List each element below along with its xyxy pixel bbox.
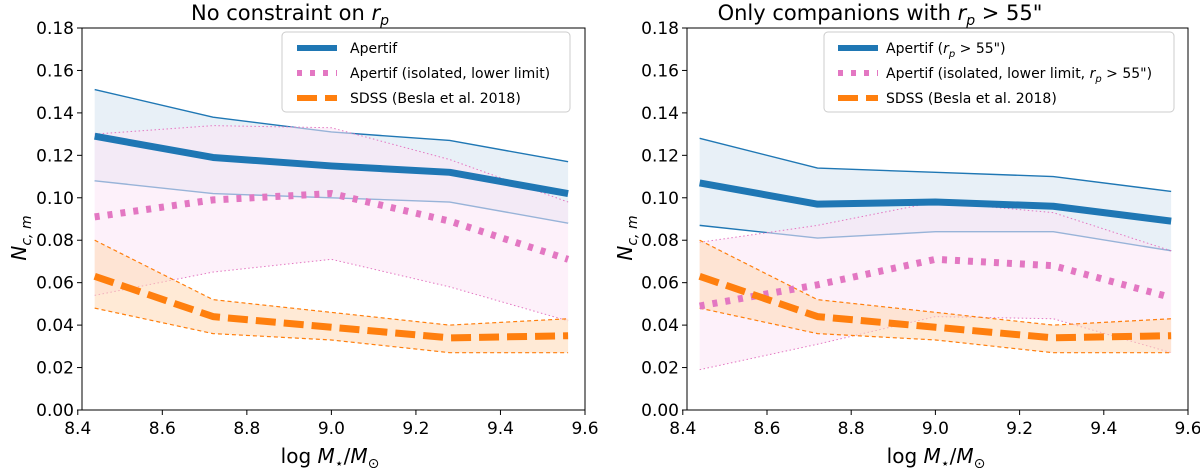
left-x-axis-label: log M⋆/M⊙ — [281, 444, 380, 468]
x-tick-label: 8.4 — [669, 419, 696, 439]
plot-area — [93, 88, 570, 354]
y-tick-label: 0.12 — [36, 146, 74, 166]
x-tick-label: 9.6 — [571, 419, 598, 439]
right-y-tick-labels: 0.00 0.02 0.04 0.06 0.08 0.10 0.12 0.14 … — [641, 19, 679, 421]
x-tick-label: 9.6 — [1174, 419, 1200, 439]
x-tick-label: 9.4 — [1090, 419, 1117, 439]
apertif-series-line — [699, 179, 1172, 225]
y-tick-label: 0.02 — [36, 359, 74, 379]
apertif-series-line — [94, 132, 569, 197]
left-chart-title: No constraint on rp — [191, 1, 389, 29]
y-tick-label: 0.04 — [36, 316, 74, 336]
isolated-upper-bound — [94, 125, 569, 203]
x-tick-label: 8.8 — [233, 419, 260, 439]
x-tick-label: 9.2 — [1006, 419, 1033, 439]
plot-area — [698, 137, 1173, 371]
plot-frame — [81, 27, 586, 411]
legend-box — [823, 31, 1175, 113]
y-tick-label: 0.06 — [36, 274, 74, 294]
left-legend: Apertif Apertif (isolated, lower limit) … — [281, 31, 571, 113]
sdss-series-line — [698, 272, 1172, 342]
y-tick-label: 0.10 — [641, 189, 679, 209]
y-tick-label: 0.18 — [641, 19, 679, 39]
x-tick-label: 8.4 — [64, 419, 91, 439]
axes — [77, 27, 586, 415]
apertif-upper-bound — [699, 137, 1172, 193]
left-y-axis-label: Nc, m — [7, 215, 35, 260]
plot-frame — [686, 27, 1189, 411]
legend-label-isolated: Apertif (isolated, lower limit) — [350, 66, 550, 82]
legend-box — [281, 31, 571, 113]
legend-label-apertif: Apertif — [350, 41, 398, 57]
sdss-lower-bound — [699, 307, 1172, 354]
right-x-tick-labels: 8.4 8.6 8.8 9.0 9.2 9.4 9.6 — [669, 419, 1200, 439]
x-tick-label: 8.6 — [149, 419, 176, 439]
sdss-series-line — [93, 272, 569, 342]
x-tick-label: 9.4 — [487, 419, 514, 439]
isolated-series-line — [94, 190, 570, 263]
y-tick-label: 0.00 — [36, 401, 74, 421]
y-tick-label: 0.14 — [36, 104, 74, 124]
y-tick-label: 0.16 — [36, 61, 74, 81]
y-tick-label: 0.18 — [36, 19, 74, 39]
x-tick-label: 9.0 — [318, 419, 345, 439]
y-tick-label: 0.08 — [641, 231, 679, 251]
sdss-uncertainty-band — [699, 240, 1172, 353]
right-y-axis-label: Nc, m — [613, 215, 641, 260]
y-tick-label: 0.08 — [36, 231, 74, 251]
isolated-series-line — [699, 255, 1173, 310]
legend-label-apertif: Apertif (rp > 55") — [886, 41, 1006, 60]
y-tick-label: 0.10 — [36, 189, 74, 209]
right-chart-title: Only companions with rp > 55" — [718, 1, 1043, 29]
right-x-axis-label: log M⋆/M⊙ — [887, 444, 986, 468]
x-tick-label: 9.0 — [922, 419, 949, 439]
left-y-tick-labels: 0.00 0.02 0.04 0.06 0.08 0.10 0.12 0.14 … — [36, 19, 74, 421]
sdss-uncertainty-band — [94, 240, 569, 353]
left-panel: No constraint on rp Nc, m log M⋆/M⊙ 8.4 … — [7, 1, 599, 472]
y-tick-label: 0.16 — [641, 61, 679, 81]
y-tick-label: 0.14 — [641, 104, 679, 124]
sdss-upper-bound — [699, 239, 1172, 326]
x-tick-label: 8.8 — [838, 419, 865, 439]
y-tick-label: 0.06 — [641, 274, 679, 294]
axes — [682, 27, 1189, 415]
y-tick-label: 0.02 — [641, 359, 679, 379]
right-legend: Apertif (rp > 55") Apertif (isolated, lo… — [823, 31, 1175, 113]
y-tick-label: 0.00 — [641, 401, 679, 421]
x-tick-label: 8.6 — [753, 419, 780, 439]
isolated-lower-bound — [94, 258, 569, 322]
legend-label-sdss: SDSS (Besla et al. 2018) — [350, 91, 521, 107]
right-panel: Only companions with rp > 55" Nc, m log … — [613, 1, 1200, 472]
y-tick-label: 0.04 — [641, 316, 679, 336]
x-tick-label: 9.2 — [402, 419, 429, 439]
legend-label-isolated: Apertif (isolated, lower limit, rp > 55"… — [886, 66, 1152, 85]
sdss-lower-bound — [94, 307, 569, 354]
y-tick-label: 0.12 — [641, 146, 679, 166]
left-x-tick-labels: 8.4 8.6 8.8 9.0 9.2 9.4 9.6 — [64, 419, 598, 439]
legend-label-sdss: SDSS (Besla et al. 2018) — [886, 91, 1057, 107]
